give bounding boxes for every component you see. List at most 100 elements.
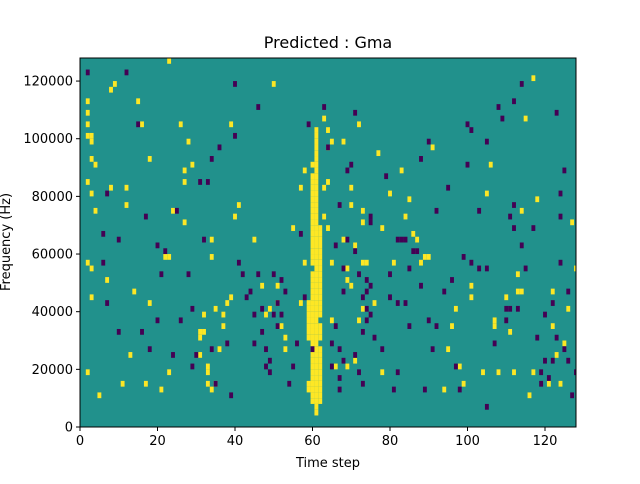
heatmap-cell xyxy=(256,271,261,278)
heatmap-cell xyxy=(202,311,206,318)
heatmap-cell xyxy=(326,225,330,231)
heatmap-cell xyxy=(229,392,234,399)
heatmap-cell xyxy=(388,294,392,301)
heatmap-cell xyxy=(310,398,315,404)
heatmap-cell xyxy=(546,380,551,387)
heatmap-cell xyxy=(105,300,110,306)
heatmap-cell xyxy=(306,317,311,324)
heatmap-cell xyxy=(221,311,226,318)
heatmap-cell xyxy=(101,259,106,266)
heatmap-cell xyxy=(318,311,323,318)
heatmap-cell xyxy=(496,369,501,376)
heatmap-cell xyxy=(178,317,183,324)
heatmap-cell xyxy=(314,173,319,180)
heatmap-cell xyxy=(182,167,187,174)
heatmap-cell xyxy=(364,317,369,324)
heatmap-cell xyxy=(461,254,466,260)
heatmap-cell xyxy=(213,380,218,387)
heatmap-cell xyxy=(155,317,160,324)
heatmap-cell xyxy=(341,236,346,243)
heatmap-cell xyxy=(388,190,392,197)
heatmap-cell xyxy=(360,380,365,387)
heatmap-cell xyxy=(419,259,423,266)
heatmap-cell xyxy=(244,294,249,301)
heatmap-cell xyxy=(543,311,547,318)
heatmap-cell xyxy=(329,340,334,347)
heatmap-cell xyxy=(318,236,323,243)
heatmap-cell xyxy=(147,300,152,306)
heatmap-cell xyxy=(504,305,509,312)
heatmap-cell xyxy=(318,363,323,370)
heatmap-cell xyxy=(310,392,315,399)
heatmap-cell xyxy=(236,259,241,266)
heatmap-cell xyxy=(310,282,315,289)
heatmap-cell xyxy=(384,173,389,180)
heatmap-cell xyxy=(508,213,513,220)
heatmap-cell xyxy=(310,225,315,231)
heatmap-cell xyxy=(283,288,288,295)
heatmap-cell xyxy=(508,305,513,312)
heatmap-cell xyxy=(318,380,323,387)
heatmap-cell xyxy=(519,242,524,249)
heatmap-cell xyxy=(318,334,323,341)
heatmap-cell xyxy=(391,386,396,393)
heatmap-cell xyxy=(116,328,121,335)
heatmap-cell xyxy=(318,328,323,335)
heatmap-cell xyxy=(314,265,319,272)
heatmap-cell xyxy=(419,156,423,162)
heatmap-cell xyxy=(566,305,571,312)
heatmap-cell xyxy=(306,323,311,329)
y-axis-label: Frequency (Hz) xyxy=(0,193,14,291)
heatmap-cell xyxy=(318,288,323,295)
heatmap-cell xyxy=(205,179,210,185)
heatmap-cell xyxy=(314,317,319,324)
heatmap-cell xyxy=(446,184,451,191)
heatmap-cell xyxy=(337,202,342,208)
heatmap-cell xyxy=(333,363,338,370)
heatmap-cell xyxy=(302,167,307,174)
heatmap-cell xyxy=(329,363,334,370)
heatmap-cell xyxy=(442,386,447,393)
heatmap-cell xyxy=(89,294,94,301)
heatmap-cell xyxy=(329,259,334,266)
heatmap-cell xyxy=(132,288,137,295)
heatmap-cell xyxy=(310,196,315,203)
heatmap-cell xyxy=(353,109,358,116)
heatmap-cell xyxy=(341,265,346,272)
heatmap-cell xyxy=(306,311,311,318)
heatmap-cell xyxy=(519,288,524,295)
heatmap-cell xyxy=(426,254,431,260)
heatmap-cell xyxy=(465,161,470,168)
heatmap-cell xyxy=(310,334,315,341)
heatmap-cell xyxy=(310,357,315,364)
heatmap-cell xyxy=(310,236,315,243)
heatmap-cell xyxy=(287,380,292,387)
heatmap-cell xyxy=(314,150,319,157)
heatmap-cell xyxy=(484,138,489,145)
heatmap-cell xyxy=(550,357,555,364)
heatmap-cell xyxy=(275,300,280,306)
heatmap-cell xyxy=(531,225,536,231)
heatmap-cell xyxy=(318,254,323,260)
heatmap-cell xyxy=(190,161,195,168)
heatmap-cell xyxy=(554,352,559,358)
y-tick-label: 80000 xyxy=(32,190,73,205)
heatmap-cell xyxy=(85,369,90,376)
heatmap-cell xyxy=(310,380,315,387)
heatmap-cell xyxy=(302,294,307,301)
heatmap-cell xyxy=(101,230,106,237)
heatmap-cell xyxy=(310,300,315,306)
heatmap-cell xyxy=(558,380,563,387)
heatmap-cell xyxy=(481,369,485,376)
heatmap-cell xyxy=(124,184,129,191)
heatmap-cell xyxy=(198,179,203,185)
heatmap-cell xyxy=(314,161,319,168)
heatmap-cell xyxy=(391,259,396,266)
x-tick-label: 100 xyxy=(455,434,480,449)
heatmap-cell xyxy=(112,81,117,87)
heatmap-cell xyxy=(314,305,319,312)
heatmap-cell xyxy=(403,213,408,220)
heatmap-cell xyxy=(314,202,319,208)
x-axis: 0 20 40 60 80 100 120 xyxy=(76,427,557,449)
heatmap-cell xyxy=(314,334,319,341)
